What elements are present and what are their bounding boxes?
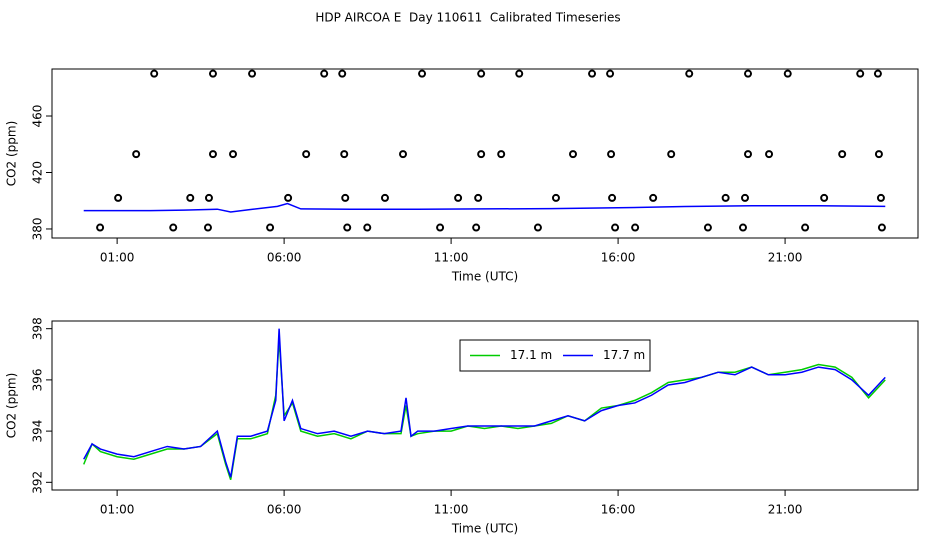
- x-tick-label: 01:00: [100, 251, 135, 265]
- data-line: [83, 328, 886, 478]
- data-point: [248, 69, 257, 78]
- x-tick-label: 01:00: [100, 503, 135, 517]
- data-point: [418, 69, 427, 78]
- x-tick-label: 11:00: [434, 251, 469, 265]
- data-point: [873, 69, 882, 78]
- data-point: [320, 69, 329, 78]
- data-point: [667, 150, 676, 159]
- data-point: [631, 223, 640, 232]
- y-tick-label: 392: [31, 471, 45, 494]
- figure-title: HDP AIRCOA E Day 110611 Calibrated Times…: [315, 11, 620, 25]
- data-point: [229, 150, 238, 159]
- x-tick-label: 21:00: [768, 503, 803, 517]
- data-point: [738, 223, 747, 232]
- data-point: [186, 193, 195, 202]
- data-point: [341, 193, 350, 202]
- data-point: [150, 69, 159, 78]
- data-point: [744, 150, 753, 159]
- data-point: [703, 223, 712, 232]
- data-point: [114, 193, 123, 202]
- data-point: [454, 193, 463, 202]
- x-tick-label: 06:00: [267, 503, 302, 517]
- data-point: [783, 69, 792, 78]
- data-point: [608, 193, 617, 202]
- data-point: [685, 69, 694, 78]
- data-point: [607, 150, 616, 159]
- legend-label: 17.7 m: [603, 348, 645, 362]
- data-point: [569, 150, 578, 159]
- y-axis-label: CO2 (ppm): [5, 121, 19, 187]
- data-point: [877, 223, 886, 232]
- data-point: [96, 223, 105, 232]
- data-point: [801, 223, 810, 232]
- data-point: [472, 223, 481, 232]
- data-point: [533, 223, 542, 232]
- data-point: [380, 193, 389, 202]
- x-axis-label: Time (UTC): [451, 270, 518, 284]
- data-point: [208, 150, 217, 159]
- data-point: [588, 69, 597, 78]
- data-point: [551, 193, 560, 202]
- x-tick-label: 16:00: [601, 251, 636, 265]
- legend-label: 17.1 m: [510, 348, 552, 362]
- data-point: [611, 223, 620, 232]
- data-point: [169, 223, 178, 232]
- data-point: [474, 193, 483, 202]
- data-point: [477, 69, 486, 78]
- data-line: [83, 202, 886, 213]
- data-point: [302, 150, 311, 159]
- data-point: [338, 69, 347, 78]
- data-point: [363, 223, 372, 232]
- data-point: [203, 223, 212, 232]
- data-point: [820, 193, 829, 202]
- data-point: [208, 69, 217, 78]
- data-point: [649, 193, 658, 202]
- y-axis-label: CO2 (ppm): [5, 373, 19, 439]
- plot-frame: [51, 320, 919, 491]
- y-tick-label: 398: [31, 317, 45, 340]
- data-point: [266, 223, 275, 232]
- data-point: [765, 150, 774, 159]
- y-tick-label: 396: [31, 368, 45, 391]
- x-axis-label: Time (UTC): [451, 522, 518, 536]
- y-tick-label: 394: [31, 420, 45, 443]
- plot-frame: [51, 68, 919, 239]
- data-point: [606, 69, 615, 78]
- data-point: [838, 150, 847, 159]
- y-tick-label: 380: [31, 218, 45, 241]
- data-point: [515, 69, 524, 78]
- data-line: [83, 338, 886, 480]
- data-point: [497, 150, 506, 159]
- data-point: [399, 150, 408, 159]
- x-tick-label: 21:00: [768, 251, 803, 265]
- y-tick-label: 420: [31, 161, 45, 184]
- legend-box: [459, 339, 651, 372]
- data-point: [744, 69, 753, 78]
- data-point: [874, 150, 883, 159]
- data-point: [856, 69, 865, 78]
- x-tick-label: 06:00: [267, 251, 302, 265]
- data-point: [436, 223, 445, 232]
- data-point: [741, 193, 750, 202]
- data-point: [721, 193, 730, 202]
- y-tick-label: 460: [31, 105, 45, 128]
- data-point: [343, 223, 352, 232]
- data-point: [132, 150, 141, 159]
- x-tick-label: 11:00: [434, 503, 469, 517]
- data-point: [284, 193, 293, 202]
- data-point: [876, 193, 885, 202]
- data-point: [477, 150, 486, 159]
- data-point: [204, 193, 213, 202]
- data-point: [340, 150, 349, 159]
- x-tick-label: 16:00: [601, 503, 636, 517]
